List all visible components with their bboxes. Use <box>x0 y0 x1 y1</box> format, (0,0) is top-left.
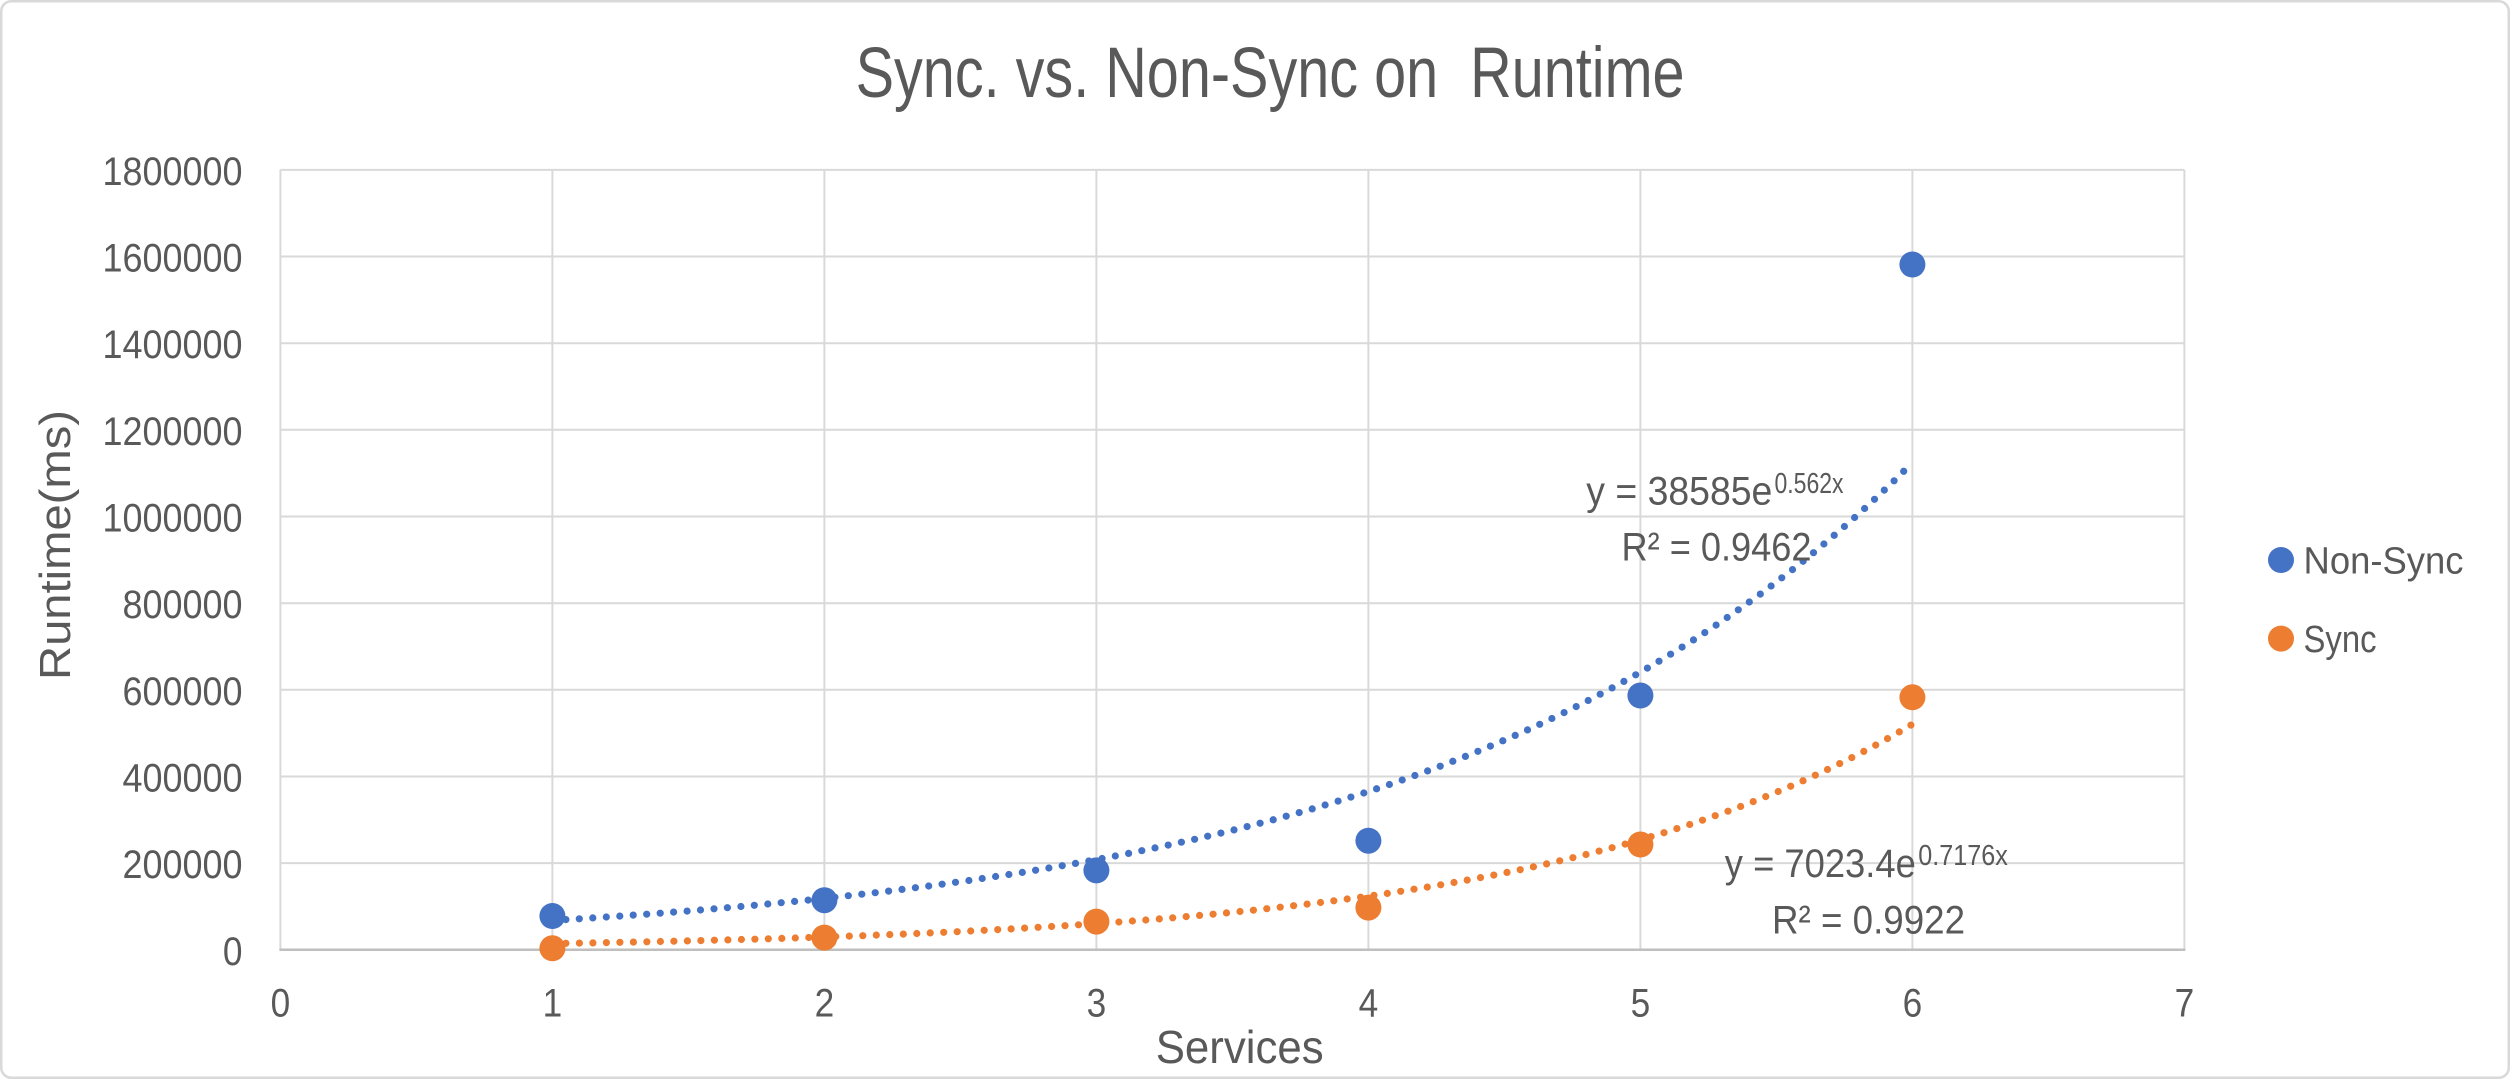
svg-text:800000: 800000 <box>123 583 243 627</box>
svg-text:1800000: 1800000 <box>103 150 243 194</box>
svg-text:y = 38585e: y = 38585e <box>1586 470 1772 514</box>
svg-text:R² = 0.9462: R² = 0.9462 <box>1622 526 1812 570</box>
svg-text:0: 0 <box>271 982 291 1026</box>
svg-text:5: 5 <box>1631 982 1651 1026</box>
svg-text:Services: Services <box>1156 1021 1324 1073</box>
svg-text:1400000: 1400000 <box>103 323 243 367</box>
svg-text:400000: 400000 <box>123 757 243 801</box>
svg-text:Sync: Sync <box>2304 619 2377 661</box>
svg-text:Sync. vs. Non-Sync on Runtime: Sync. vs. Non-Sync on Runtime <box>856 34 1685 113</box>
svg-text:Non-Sync: Non-Sync <box>2304 540 2464 582</box>
svg-text:2: 2 <box>815 982 835 1026</box>
svg-text:200000: 200000 <box>123 843 243 887</box>
svg-text:6: 6 <box>1903 982 1923 1026</box>
svg-text:R² = 0.9922: R² = 0.9922 <box>1772 899 1965 943</box>
svg-text:0.562x: 0.562x <box>1775 468 1844 500</box>
svg-text:4: 4 <box>1359 982 1379 1026</box>
svg-text:600000: 600000 <box>123 670 243 714</box>
svg-text:1600000: 1600000 <box>103 237 243 281</box>
svg-text:0.7176x: 0.7176x <box>1918 840 2008 872</box>
svg-text:7: 7 <box>2175 982 2195 1026</box>
svg-text:1000000: 1000000 <box>103 497 243 541</box>
svg-text:0: 0 <box>223 930 243 974</box>
svg-text:1200000: 1200000 <box>103 410 243 454</box>
svg-text:y = 7023.4e: y = 7023.4e <box>1725 842 1916 886</box>
svg-text:3: 3 <box>1087 982 1107 1026</box>
svg-text:1: 1 <box>543 982 563 1026</box>
svg-text:Runtime(ms): Runtime(ms) <box>31 410 80 680</box>
